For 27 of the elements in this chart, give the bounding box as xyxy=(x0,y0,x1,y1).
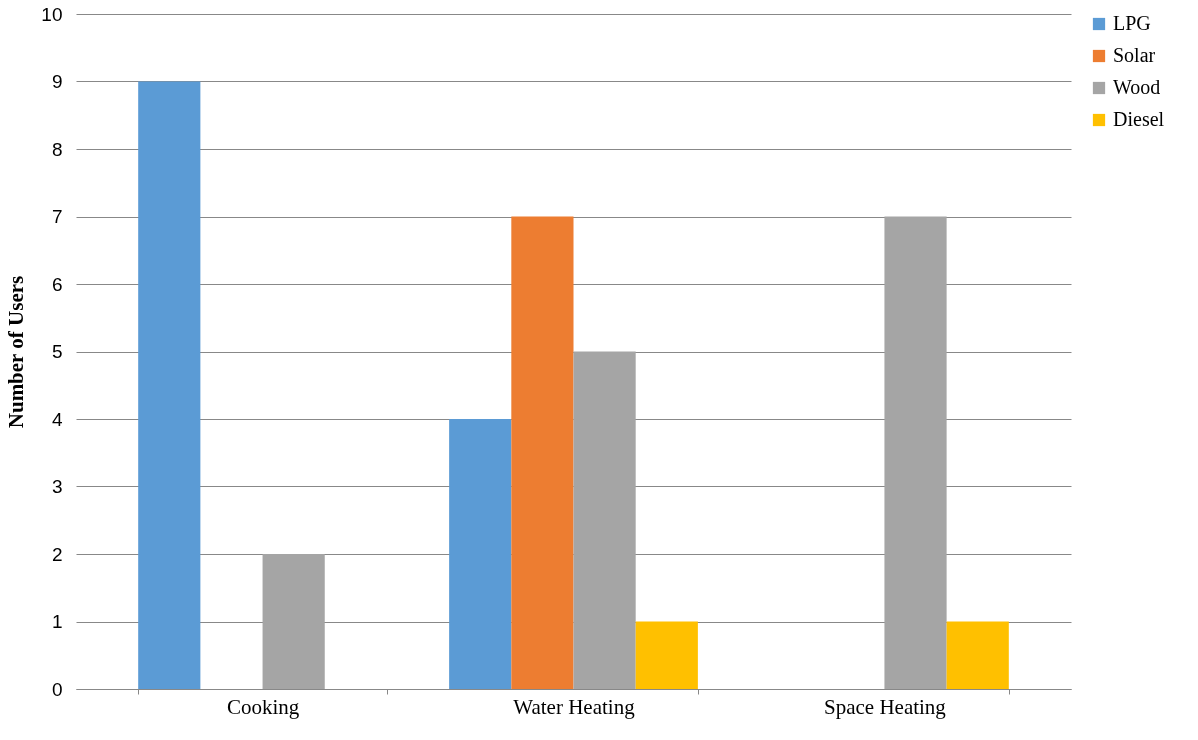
x-tick-label: Space Heating xyxy=(824,694,947,719)
x-tick-label: Cooking xyxy=(226,694,300,719)
bar xyxy=(449,419,512,689)
y-tick-label: 0 xyxy=(51,678,63,700)
bar xyxy=(138,81,201,689)
y-tick-label: 7 xyxy=(51,206,63,227)
y-tick-label: 4 xyxy=(51,408,63,430)
bar xyxy=(573,351,636,689)
bar xyxy=(946,621,1009,689)
legend-label: Diesel xyxy=(1113,108,1165,130)
bar xyxy=(511,216,574,689)
y-tick-label: 5 xyxy=(51,341,63,362)
legend-label: Wood xyxy=(1113,76,1161,98)
y-axis-title: Number of Users xyxy=(4,275,29,429)
y-tick-label: 10 xyxy=(41,3,63,25)
y-tick-label: 2 xyxy=(51,543,63,565)
y-tick-label: 3 xyxy=(51,476,63,497)
y-tick-label: 6 xyxy=(51,273,63,295)
legend-label: Solar xyxy=(1113,44,1156,66)
legend-label: LPG xyxy=(1113,12,1151,34)
x-tick-label: Water Heating xyxy=(513,694,636,719)
bar xyxy=(884,216,947,689)
y-tick-label: 8 xyxy=(51,138,63,160)
y-tick-label: 1 xyxy=(51,611,63,632)
y-tick-label: 9 xyxy=(51,71,63,92)
bar xyxy=(635,621,698,689)
bar xyxy=(262,554,325,689)
